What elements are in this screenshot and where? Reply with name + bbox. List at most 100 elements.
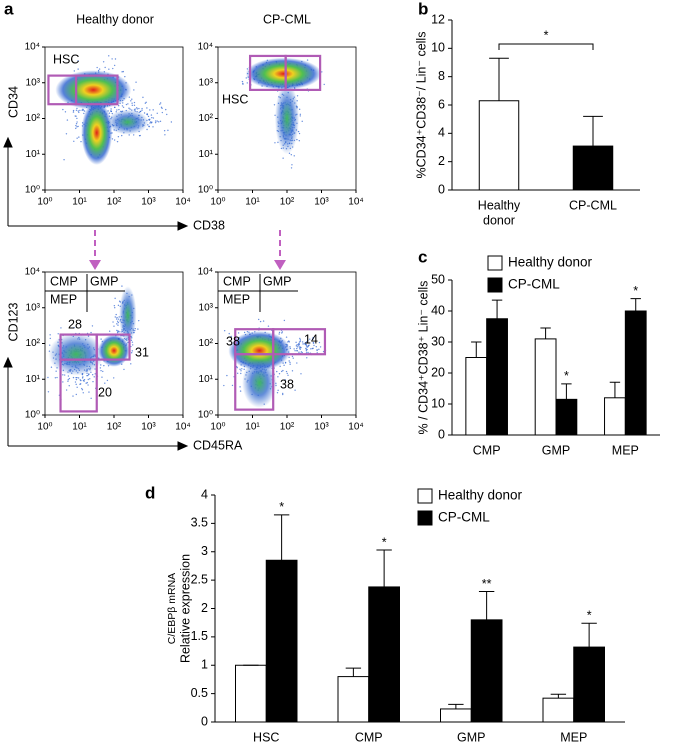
x-tick-label: 10¹ bbox=[245, 197, 260, 208]
event-dot bbox=[114, 297, 116, 300]
error-bar bbox=[550, 693, 567, 699]
error-bar bbox=[489, 57, 509, 101]
event-dot bbox=[116, 320, 119, 323]
x-tick-label: 10⁰ bbox=[37, 422, 52, 433]
event-dot bbox=[118, 331, 120, 333]
event-dot bbox=[77, 60, 79, 62]
event-dot bbox=[146, 113, 148, 115]
event-dot bbox=[67, 380, 69, 382]
event-dot bbox=[68, 377, 71, 380]
event-dot bbox=[47, 391, 50, 393]
event-dot bbox=[62, 374, 64, 376]
event-dot bbox=[91, 325, 94, 327]
y-tick-label: 10² bbox=[26, 113, 41, 124]
y-tick-label: 10² bbox=[199, 338, 214, 349]
density-blob bbox=[242, 357, 277, 408]
event-dot bbox=[99, 367, 102, 369]
bar bbox=[542, 697, 575, 723]
event-dot bbox=[152, 126, 154, 128]
event-dot bbox=[82, 379, 85, 382]
event-dot bbox=[77, 68, 79, 70]
event-dot bbox=[306, 346, 308, 348]
event-dot bbox=[307, 351, 309, 354]
event-dot bbox=[132, 134, 135, 136]
panel-label: a bbox=[4, 0, 14, 18]
event-dot bbox=[259, 320, 262, 323]
event-dot bbox=[121, 105, 124, 107]
event-dot bbox=[150, 114, 153, 116]
event-dot bbox=[156, 112, 158, 114]
event-dot bbox=[81, 109, 83, 111]
event-dot bbox=[299, 113, 302, 115]
event-dot bbox=[117, 304, 120, 307]
event-dot bbox=[141, 109, 143, 111]
event-dot bbox=[299, 348, 301, 351]
event-dot bbox=[231, 384, 234, 387]
panel-label: b bbox=[418, 0, 428, 18]
event-dot bbox=[285, 336, 288, 338]
density-blob bbox=[81, 100, 113, 165]
event-dot bbox=[313, 344, 315, 347]
event-dot bbox=[108, 68, 110, 70]
event-dot bbox=[302, 343, 304, 345]
event-dot bbox=[63, 159, 65, 161]
event-dot bbox=[293, 155, 295, 157]
y-tick-label: 1 bbox=[201, 658, 208, 672]
axis-label: CD45RA bbox=[193, 438, 243, 452]
event-dot bbox=[315, 345, 317, 348]
event-dot bbox=[160, 106, 163, 109]
event-dot bbox=[121, 134, 123, 137]
legend-label: Healthy donor bbox=[508, 255, 593, 270]
x-tick-label: 10⁴ bbox=[175, 197, 190, 208]
event-dot bbox=[75, 109, 78, 112]
event-dot bbox=[312, 338, 314, 341]
axis-label: CD34 bbox=[6, 86, 20, 118]
event-dot bbox=[75, 378, 78, 381]
y-axis-label: % / CD34⁺CD38⁺ Lin⁻ cells bbox=[416, 281, 430, 435]
gate-arrows bbox=[94, 230, 281, 262]
event-dot bbox=[114, 316, 116, 318]
event-dot bbox=[116, 331, 119, 334]
error-bar bbox=[583, 115, 603, 147]
event-dot bbox=[274, 142, 276, 144]
gate-label: CMP bbox=[50, 274, 78, 288]
event-dot bbox=[83, 379, 86, 381]
event-dot bbox=[104, 66, 106, 69]
bar bbox=[534, 338, 557, 436]
y-tick-label: 0 bbox=[201, 714, 208, 728]
event-dot bbox=[49, 337, 51, 340]
event-dot bbox=[73, 326, 75, 329]
error-bar bbox=[561, 383, 572, 400]
event-dot bbox=[296, 344, 298, 346]
y-tick-label: 4 bbox=[201, 487, 208, 501]
y-tick-label: 12 bbox=[431, 12, 445, 26]
error-bar bbox=[345, 667, 362, 677]
event-dot bbox=[122, 106, 125, 108]
event-dot bbox=[127, 103, 129, 105]
event-dot bbox=[101, 376, 103, 378]
event-dot bbox=[301, 341, 304, 343]
event-dot bbox=[323, 83, 325, 86]
event-dot bbox=[75, 124, 77, 127]
event-dot bbox=[289, 361, 291, 364]
event-dot bbox=[306, 357, 308, 359]
event-dot bbox=[76, 121, 78, 123]
event-dot bbox=[91, 374, 94, 376]
event-dot bbox=[241, 80, 244, 83]
density-blob bbox=[119, 286, 137, 344]
x-tick-label: 10² bbox=[107, 197, 122, 208]
event-dot bbox=[147, 115, 150, 118]
event-dot bbox=[137, 328, 139, 330]
bar bbox=[572, 145, 614, 191]
event-dot bbox=[243, 368, 245, 371]
event-dot bbox=[151, 121, 153, 123]
event-dot bbox=[116, 323, 118, 325]
event-dot bbox=[281, 331, 284, 333]
event-dot bbox=[106, 379, 109, 382]
event-dot bbox=[287, 374, 289, 376]
event-dot bbox=[279, 365, 281, 368]
event-dot bbox=[309, 338, 311, 340]
event-dot bbox=[113, 64, 116, 67]
bar bbox=[573, 646, 605, 723]
